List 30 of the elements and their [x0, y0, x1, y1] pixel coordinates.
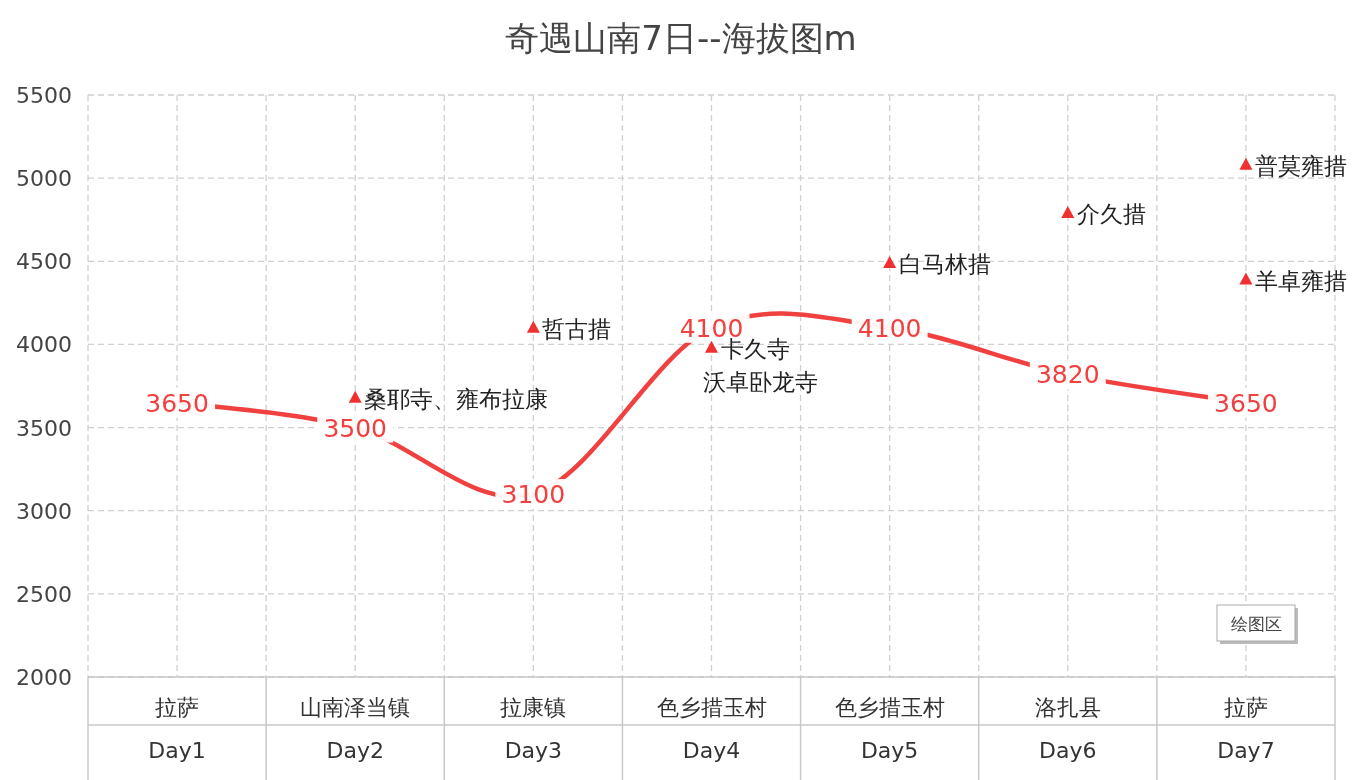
data-label: 普莫雍措	[1254, 152, 1347, 179]
data-label: 白马林措	[898, 250, 991, 277]
x-tick-label: 拉康镇 Day3	[500, 695, 567, 763]
data-label: 3500	[323, 413, 388, 443]
x-tick-label: 洛扎县 Day6	[1034, 695, 1101, 763]
x-tick-label: 色乡措玉村 Day4	[656, 695, 767, 763]
y-tick-label: 5500	[16, 83, 72, 108]
annotation: 沃卓卧龙寺	[702, 369, 818, 395]
x-tick-label: 色乡措玉村 Day5	[834, 695, 945, 763]
chart-title: 奇遇山南7日--海拔图m	[505, 18, 857, 58]
x-tick-label: 拉萨 Day7	[1217, 695, 1275, 763]
y-tick-label: 2000	[16, 665, 72, 690]
y-tick-label: 3000	[16, 498, 72, 524]
y-tick-label: 2500	[16, 581, 72, 607]
data-label: 3100	[501, 480, 566, 510]
annotation: 绘图区	[1230, 614, 1282, 634]
x-tick-label: 山南泽当镇 Day2	[300, 695, 411, 763]
y-tick-label: 5000	[16, 166, 72, 192]
data-label: 哲古措	[542, 315, 612, 342]
x-tick-label: 拉萨 Day1	[148, 695, 206, 763]
data-label: 3650	[1214, 388, 1278, 418]
data-label: 4100	[857, 313, 922, 343]
y-tick-label: 4000	[16, 332, 72, 358]
data-label: 介久措	[1076, 201, 1146, 228]
y-tick-label: 3500	[16, 415, 72, 441]
data-label: 3650	[145, 388, 209, 418]
y-tick-label: 4500	[16, 249, 72, 275]
data-label: 3820	[1035, 360, 1100, 390]
data-label: 羊卓雍措	[1254, 267, 1347, 294]
data-label: 桑耶寺、雍布拉康	[364, 385, 549, 412]
